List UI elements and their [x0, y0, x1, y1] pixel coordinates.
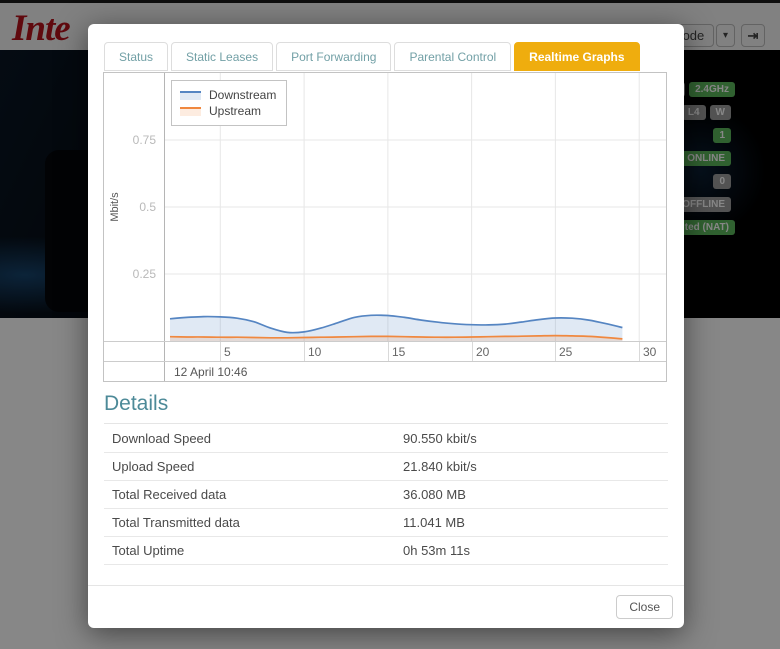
- detail-row: Upload Speed 21.840 kbit/s: [104, 453, 668, 481]
- status-badge: 1: [713, 128, 731, 143]
- detail-label: Total Transmitted data: [112, 515, 240, 530]
- x-tick-mark: [472, 342, 473, 361]
- badge-row: ONLINE: [681, 151, 731, 166]
- x-tick-mark: [555, 342, 556, 361]
- status-badge: uted (NAT): [672, 220, 735, 235]
- x-tick-label: 15: [392, 345, 406, 359]
- details-table: Download Speed 90.550 kbit/s Upload Speed 2…: [104, 425, 668, 565]
- tab-status[interactable]: Status: [104, 42, 169, 71]
- detail-value: 21.840 kbit/s: [403, 459, 477, 474]
- status-badge: OFFLINE: [676, 197, 731, 212]
- legend-label: Upstream: [209, 104, 262, 118]
- chart-canvas: [165, 73, 666, 341]
- chart-legend: Downstream Upstream: [171, 80, 288, 126]
- upstream-line: [169, 334, 623, 340]
- badge-row: uted (NAT): [672, 220, 735, 235]
- modal-tabs: Status Static Leases Port Forwarding Parent…: [104, 42, 640, 71]
- y-tick-label: 0.25: [132, 267, 156, 281]
- detail-value: 90.550 kbit/s: [403, 431, 477, 446]
- legend-label: Downstream: [209, 88, 277, 102]
- detail-row: Total Received data 36.080 MB: [104, 481, 668, 509]
- tab-port-forwarding[interactable]: Port Forwarding: [276, 42, 392, 71]
- x-tick-label: 20: [476, 345, 490, 359]
- badge-row: OFFLINE: [676, 197, 731, 212]
- tab-realtime-graphs[interactable]: Realtime Graphs: [514, 42, 640, 71]
- x-tick-label: 5: [224, 345, 231, 359]
- details-heading: Details: [104, 392, 668, 424]
- detail-row: Total Uptime 0h 53m 11s: [104, 537, 668, 565]
- status-badge: W: [709, 105, 731, 120]
- detail-label: Total Received data: [112, 487, 227, 502]
- caret-down-icon[interactable]: ▾: [716, 24, 735, 47]
- downstream-area: [170, 315, 623, 341]
- x-tick-label: 30: [643, 345, 657, 359]
- footer-divider: [88, 585, 684, 586]
- legend-swatch: [180, 90, 201, 100]
- x-tick-mark: [304, 342, 305, 361]
- legend-entry: Downstream: [180, 88, 276, 102]
- y-tick-label: 0.75: [132, 133, 156, 147]
- axis-divider: [164, 73, 165, 381]
- legend-swatch: [180, 106, 201, 116]
- detail-label: Download Speed: [112, 431, 212, 446]
- detail-value: 36.080 MB: [403, 487, 466, 502]
- top-dark-strip: [0, 0, 780, 3]
- realtime-graphs-modal: Status Static Leases Port Forwarding Parent…: [88, 24, 684, 628]
- detail-label: Upload Speed: [112, 459, 195, 474]
- detail-value: 0h 53m 11s: [403, 543, 470, 558]
- x-tick-label: 25: [559, 345, 573, 359]
- y-tick-label: 0.5: [139, 200, 156, 214]
- badge-row: 0: [713, 174, 731, 189]
- x-tick-mark: [639, 342, 640, 361]
- detail-row: Download Speed 90.550 kbit/s: [104, 425, 668, 453]
- badge-row: 1: [713, 128, 731, 143]
- plot-area: Downstream Upstream: [165, 73, 666, 341]
- logout-icon[interactable]: ⇥: [741, 24, 765, 47]
- detail-row: Total Transmitted data 11.041 MB: [104, 509, 668, 537]
- status-badge: 2.4GHz: [689, 82, 735, 97]
- chart-timestamp: 12 April 10:46: [174, 365, 248, 379]
- gridlines: [165, 73, 666, 341]
- x-tick-label: 10: [308, 345, 322, 359]
- divider: [104, 361, 666, 362]
- status-badge: 0: [713, 174, 731, 189]
- x-tick-mark: [388, 342, 389, 361]
- tab-static-leases[interactable]: Static Leases: [171, 42, 274, 71]
- status-badge: ONLINE: [681, 151, 731, 166]
- x-tick-mark: [220, 342, 221, 361]
- status-badge: L4: [681, 105, 706, 120]
- close-button[interactable]: Close: [616, 595, 673, 619]
- legend-entry: Upstream: [180, 104, 276, 118]
- x-axis-line: [104, 341, 666, 342]
- downstream-line: [169, 314, 623, 334]
- detail-label: Total Uptime: [112, 543, 185, 558]
- detail-value: 11.041 MB: [403, 515, 465, 530]
- tab-parental-control[interactable]: Parental Control: [394, 42, 512, 71]
- inteno-logo: Inte: [12, 8, 71, 49]
